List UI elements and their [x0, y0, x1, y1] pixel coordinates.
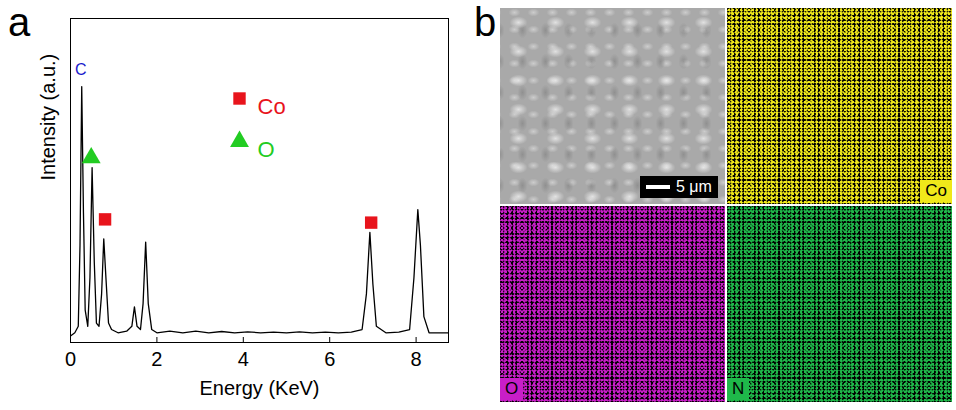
- svg-text:8: 8: [411, 348, 422, 370]
- html-text:N: N: [732, 379, 745, 398]
- svg-text:2: 2: [151, 348, 162, 370]
- svg-text:4: 4: [238, 348, 249, 370]
- html-text:5 μm: 5 μm: [676, 178, 712, 195]
- html-text:a: a: [8, 0, 31, 44]
- svg-text:Energy (KeV): Energy (KeV): [199, 377, 319, 399]
- svg-text:Intensity (a.u.): Intensity (a.u.): [37, 54, 59, 181]
- svg-text:0: 0: [65, 348, 76, 370]
- svg-text:C: C: [75, 61, 87, 78]
- svg-text:Co: Co: [258, 94, 286, 119]
- html-text:O: O: [505, 379, 519, 398]
- svg-text:O: O: [258, 137, 275, 162]
- svg-text:6: 6: [324, 348, 335, 370]
- html-text:b: b: [474, 0, 497, 44]
- html-text:Co: Co: [925, 181, 947, 200]
